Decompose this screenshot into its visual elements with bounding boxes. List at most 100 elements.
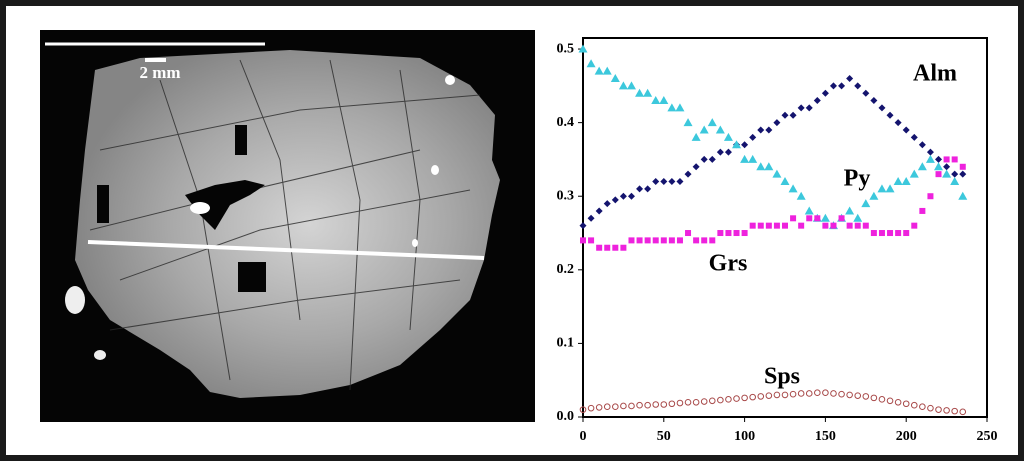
point bbox=[862, 89, 870, 97]
point bbox=[943, 163, 951, 171]
point bbox=[725, 230, 732, 237]
point bbox=[717, 230, 724, 237]
point bbox=[749, 133, 757, 141]
point bbox=[748, 154, 758, 163]
point bbox=[644, 185, 652, 193]
point bbox=[603, 403, 611, 410]
point bbox=[806, 215, 813, 222]
x-tick-label: 100 bbox=[734, 429, 755, 444]
point bbox=[628, 402, 635, 410]
point bbox=[652, 401, 660, 408]
point bbox=[927, 404, 934, 412]
point bbox=[757, 393, 765, 400]
point bbox=[683, 118, 693, 127]
point bbox=[676, 237, 683, 244]
point bbox=[620, 402, 627, 410]
point bbox=[959, 170, 967, 178]
point bbox=[596, 244, 603, 251]
point bbox=[893, 177, 903, 186]
point bbox=[878, 104, 886, 112]
point bbox=[838, 390, 845, 398]
point bbox=[715, 125, 725, 134]
y-tick-label: 0.2 bbox=[557, 262, 575, 277]
point bbox=[701, 237, 708, 244]
point bbox=[772, 169, 782, 178]
x-tick-label: 150 bbox=[815, 429, 836, 444]
y-tick-label: 0.3 bbox=[557, 188, 575, 203]
point bbox=[587, 404, 595, 412]
point bbox=[756, 162, 766, 171]
y-tick-label: 0.1 bbox=[557, 336, 575, 351]
point bbox=[886, 111, 894, 119]
point bbox=[789, 390, 797, 398]
x-tick-label: 200 bbox=[896, 429, 917, 444]
point bbox=[943, 156, 950, 163]
point bbox=[918, 141, 926, 149]
point bbox=[951, 407, 958, 415]
point bbox=[927, 193, 934, 200]
series-label: Py bbox=[844, 166, 871, 192]
point bbox=[757, 126, 765, 134]
point bbox=[773, 391, 781, 399]
point bbox=[724, 148, 732, 156]
point bbox=[942, 169, 952, 178]
point bbox=[959, 408, 967, 416]
point bbox=[958, 191, 968, 200]
point bbox=[798, 222, 805, 229]
point bbox=[579, 222, 587, 230]
point bbox=[765, 126, 773, 134]
point bbox=[668, 400, 676, 408]
point bbox=[805, 390, 813, 397]
point bbox=[943, 407, 950, 414]
point bbox=[749, 222, 756, 229]
point bbox=[668, 178, 676, 186]
point bbox=[895, 230, 902, 237]
point bbox=[651, 96, 661, 105]
point bbox=[951, 156, 958, 163]
point bbox=[659, 96, 669, 105]
point bbox=[732, 140, 742, 149]
point bbox=[741, 230, 748, 237]
point bbox=[643, 88, 653, 97]
micrograph: 2 mm bbox=[40, 30, 535, 422]
series-label: Grs bbox=[709, 251, 748, 277]
series-label: Sps bbox=[764, 364, 800, 390]
point bbox=[887, 230, 894, 237]
point bbox=[668, 237, 675, 244]
point bbox=[644, 237, 651, 244]
point bbox=[878, 230, 885, 237]
point bbox=[692, 398, 700, 406]
point bbox=[610, 73, 620, 82]
x-tick-label: 250 bbox=[977, 429, 998, 444]
point bbox=[733, 395, 740, 402]
point bbox=[611, 196, 619, 204]
point bbox=[612, 244, 619, 251]
x-tick-label: 50 bbox=[657, 429, 671, 444]
point bbox=[636, 185, 644, 193]
point bbox=[838, 215, 845, 222]
point bbox=[602, 66, 612, 75]
point bbox=[692, 163, 700, 171]
point bbox=[749, 393, 756, 401]
y-tick-label: 0.4 bbox=[557, 115, 575, 130]
point bbox=[757, 222, 764, 229]
point bbox=[846, 391, 853, 399]
point bbox=[830, 222, 837, 229]
point bbox=[885, 184, 895, 193]
point bbox=[780, 177, 790, 186]
point bbox=[709, 237, 716, 244]
point bbox=[636, 401, 643, 409]
point bbox=[861, 199, 871, 208]
point bbox=[821, 89, 829, 97]
point bbox=[652, 237, 659, 244]
point bbox=[925, 154, 935, 163]
point bbox=[660, 178, 668, 186]
point bbox=[862, 393, 870, 400]
point bbox=[773, 222, 780, 229]
point bbox=[854, 82, 862, 90]
point bbox=[684, 170, 692, 178]
point bbox=[790, 215, 797, 222]
point bbox=[700, 398, 708, 405]
point bbox=[595, 207, 603, 215]
